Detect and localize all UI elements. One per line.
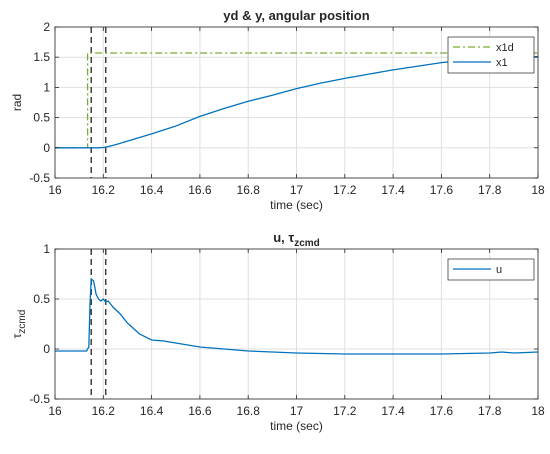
x-tick-label: 16 <box>48 183 62 197</box>
x-tick-label: 18 <box>531 404 545 418</box>
y-axis-label-main: τ <box>10 333 24 338</box>
x-tick-label: 17.8 <box>478 183 502 197</box>
y-axis-label-main: rad <box>10 94 24 111</box>
x-tick-label: 17.6 <box>430 404 454 418</box>
x-tick-label: 17 <box>290 183 304 197</box>
x-tick-label: 17.2 <box>333 404 357 418</box>
legend-label-x1d: x1d <box>496 42 514 54</box>
x-tick-label: 16.2 <box>92 183 116 197</box>
x-axis-label: time (sec) <box>270 419 323 433</box>
x-axis-label: time (sec) <box>270 198 323 212</box>
chart-title: yd & y, angular position <box>223 8 369 23</box>
x-tick-label: 16.8 <box>237 183 261 197</box>
x-tick-label: 17.4 <box>381 404 405 418</box>
y-tick-label: 0 <box>43 342 50 356</box>
y-axis-label-subscript: zcmd <box>17 310 28 334</box>
x-tick-label: 18 <box>531 183 545 197</box>
y-tick-label: -0.5 <box>29 171 50 185</box>
y-tick-label: 2 <box>43 20 50 34</box>
chart-title-main: u, τ <box>273 230 294 245</box>
y-axis-label: τzcmd <box>10 310 28 339</box>
y-tick-label: 0.5 <box>33 111 50 125</box>
y-tick-label: -0.5 <box>29 392 50 406</box>
x-tick-label: 16 <box>48 404 62 418</box>
chart-title-subscript: zcmd <box>294 238 320 249</box>
x-tick-label: 16.2 <box>92 404 116 418</box>
y-tick-label: 0.5 <box>33 292 50 306</box>
legend-label-u: u <box>496 264 502 276</box>
x-tick-label: 16.4 <box>140 404 164 418</box>
chart-2: 16 16.2 16.4 16.6 16.8 17 17.2 17.4 17.6 17.8 18 -0… <box>10 230 545 433</box>
x-tick-label: 17.8 <box>478 404 502 418</box>
chart-title: u, τzcmd <box>273 230 320 249</box>
x-tick-label: 16.8 <box>237 404 261 418</box>
x-tick-label: 16.4 <box>140 183 164 197</box>
y-tick-label: 0 <box>43 141 50 155</box>
y-tick-label: 1.5 <box>33 50 50 64</box>
series-line-u <box>55 277 538 355</box>
legend: u <box>447 258 535 281</box>
chart-title-main: yd & y, angular position <box>223 8 369 23</box>
x-tick-label: 16.6 <box>188 404 212 418</box>
series-line-x1 <box>55 55 538 149</box>
x-tick-label: 16.6 <box>188 183 212 197</box>
x-tick-label: 17.2 <box>333 183 357 197</box>
y-tick-label: 1 <box>43 80 50 94</box>
y-axis-label: rad <box>10 94 24 111</box>
x-tick-label: 17.4 <box>381 183 405 197</box>
legend-label-x1: x1 <box>496 57 508 69</box>
legend-box <box>447 36 535 74</box>
chart-1: 16 16.2 16.4 16.6 16.8 17 17.2 17.4 17.6 17.8 18 -0… <box>10 8 545 212</box>
x-tick-label: 17 <box>290 404 304 418</box>
y-tick-label: 1 <box>43 242 50 256</box>
x-tick-label: 17.6 <box>430 183 454 197</box>
